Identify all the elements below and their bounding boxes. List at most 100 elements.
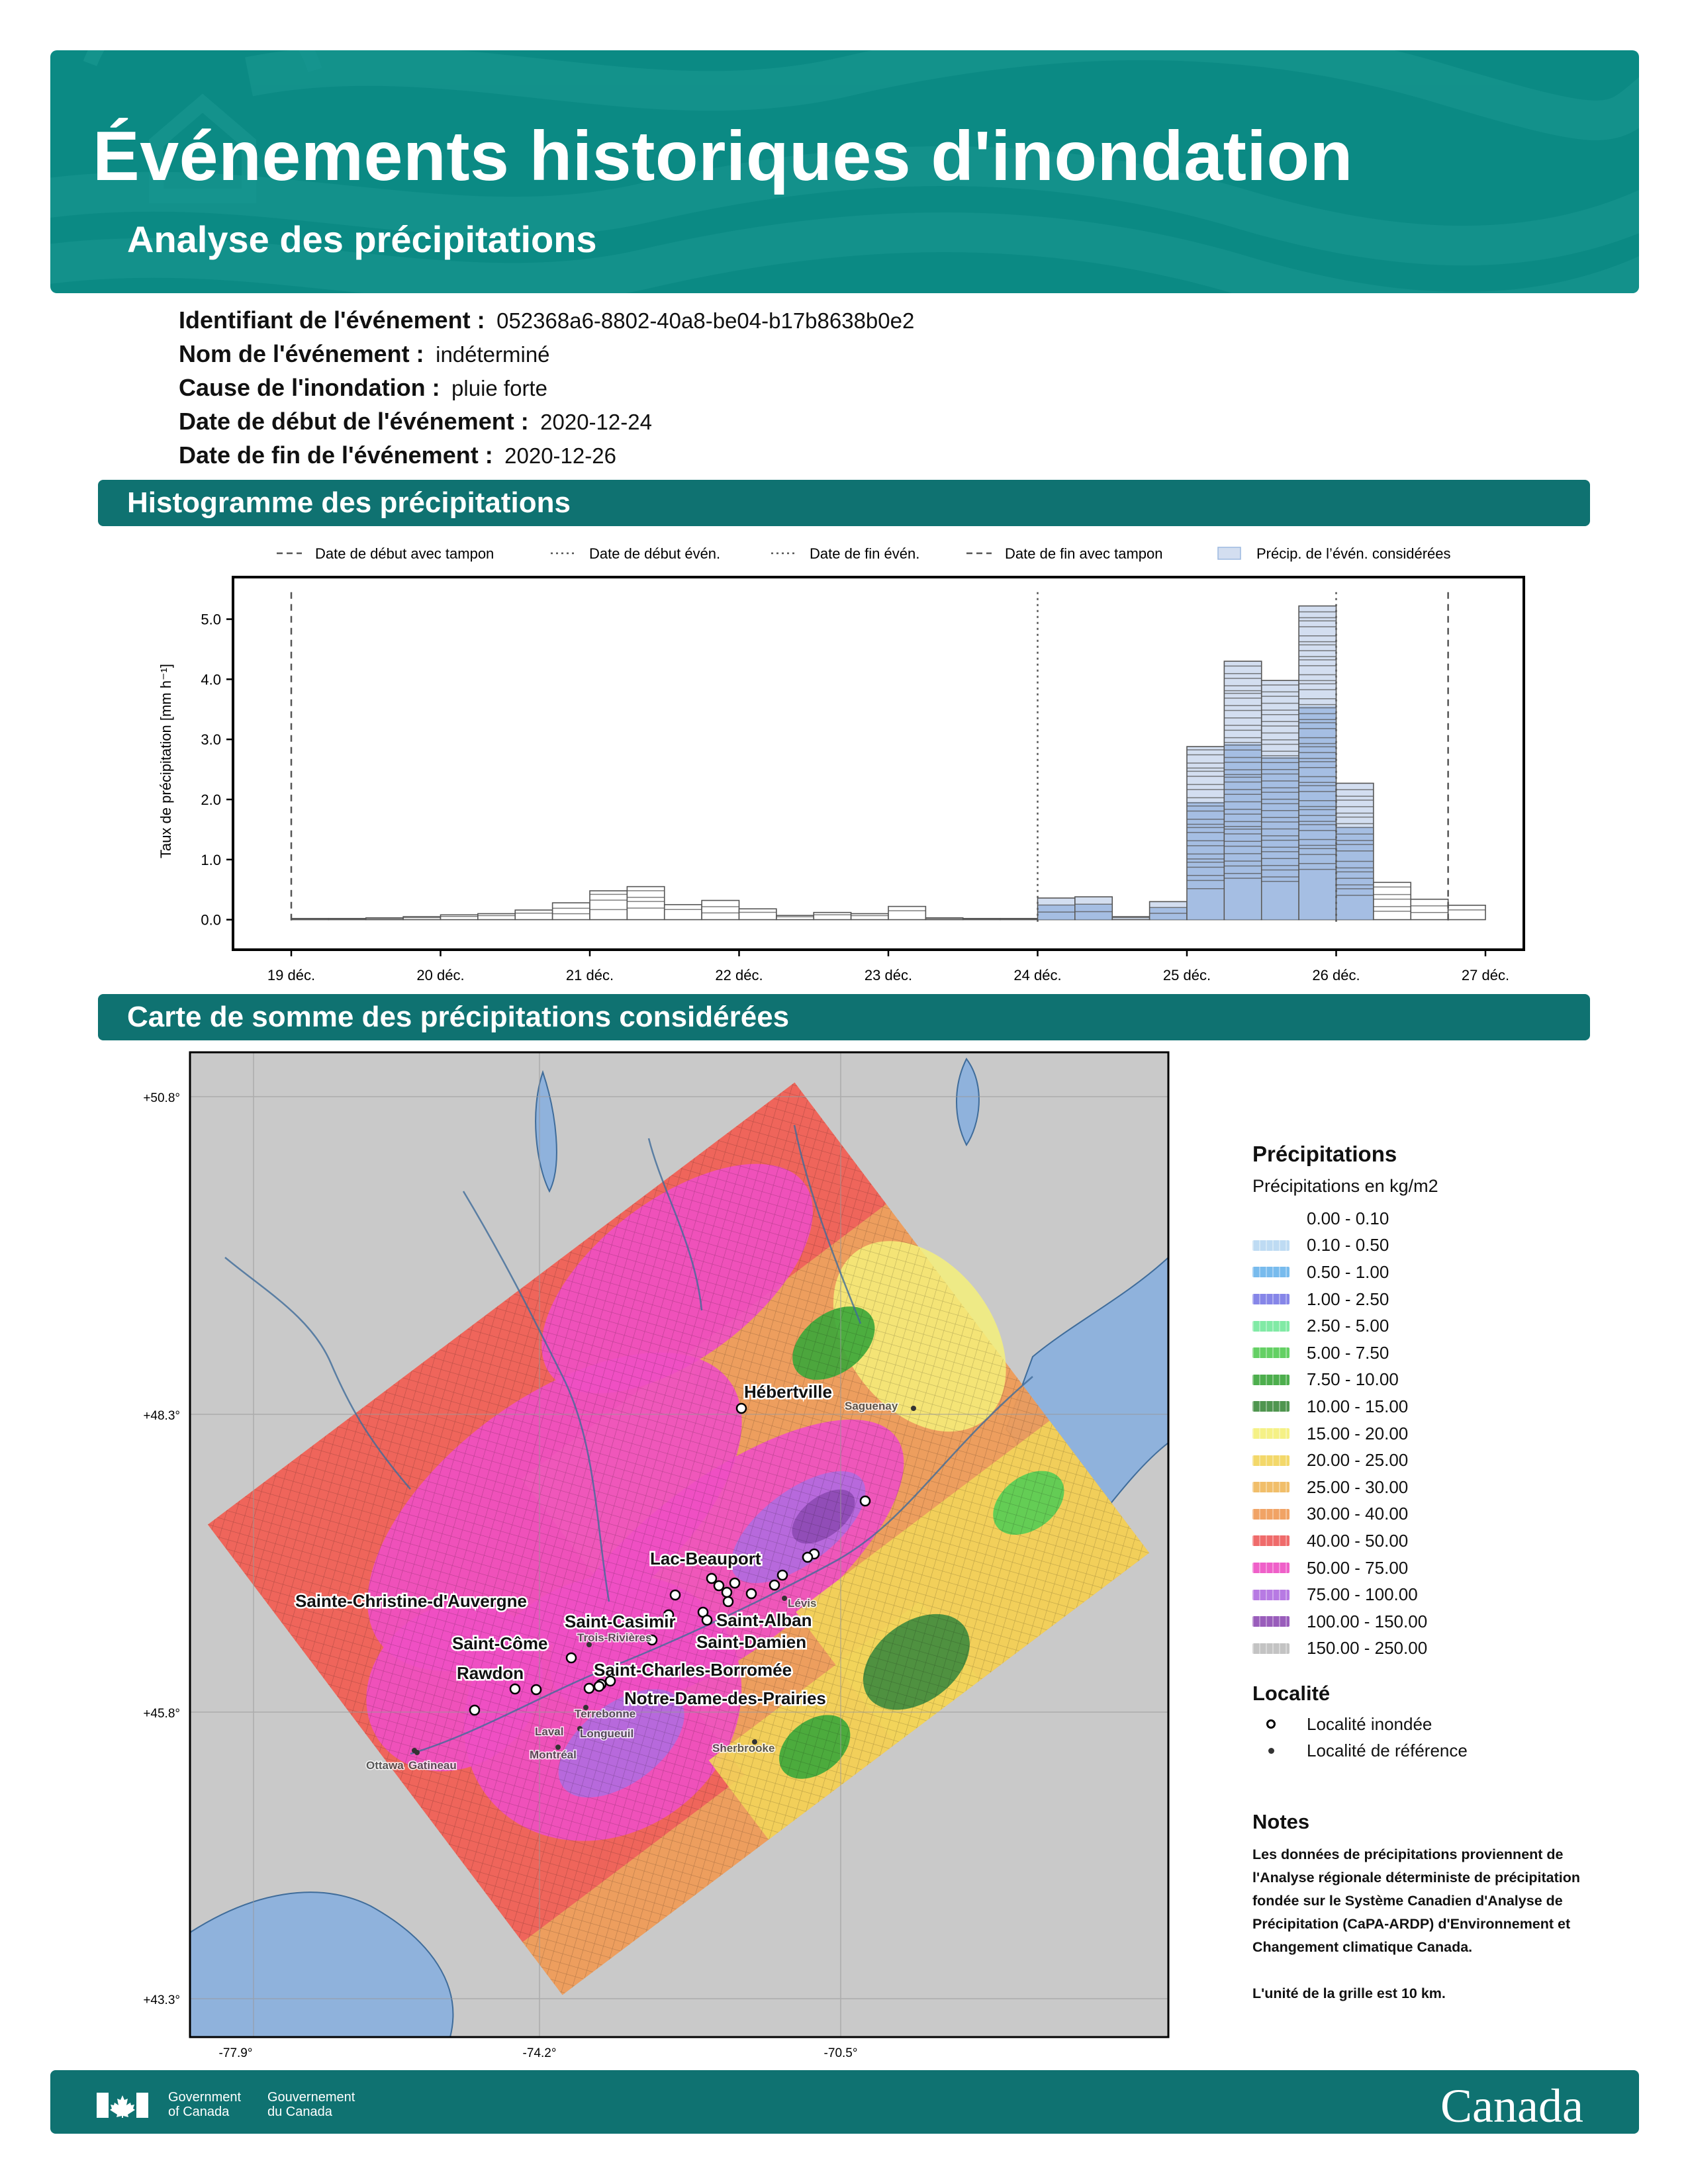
- legend-class: 2.50 - 5.00: [1252, 1312, 1623, 1340]
- legend-class: 10.00 - 15.00: [1252, 1393, 1623, 1420]
- latitude-label: +45.8°: [143, 1707, 180, 1721]
- svg-text:Terrebonne: Terrebonne: [575, 1707, 635, 1720]
- flooded-locality-marker: [769, 1579, 780, 1591]
- legend-class-label: 1.00 - 2.50: [1307, 1289, 1389, 1309]
- longitude-label: -70.5°: [824, 2046, 858, 2060]
- flooded-locality: Notre-Dame-des-Prairies: [593, 1680, 827, 1710]
- legend-swatch: [1252, 1616, 1289, 1627]
- map-frame: [189, 1051, 1170, 2038]
- flooded-locality-marker: [859, 1495, 871, 1507]
- legend-class-label: 20.00 - 25.00: [1307, 1450, 1409, 1471]
- legend-class-label: 25.00 - 30.00: [1307, 1477, 1409, 1497]
- svg-text:Sainte-Christine-d'Auvergne: Sainte-Christine-d'Auvergne: [295, 1591, 527, 1611]
- reference-locality: Laval: [534, 1725, 565, 1739]
- event-name-label: Nom de l'événement :: [179, 340, 424, 367]
- flooded-locality-marker: [701, 1614, 713, 1626]
- svg-text:Laval: Laval: [535, 1725, 563, 1738]
- svg-text:Saint-Côme: Saint-Côme: [452, 1633, 547, 1653]
- legend-class: 40.00 - 50.00: [1252, 1527, 1623, 1555]
- flooded-locality-marker: [583, 1682, 595, 1694]
- end-date-label: Date de fin de l'événement :: [179, 441, 493, 469]
- reference-locality: Trois-Rivières: [577, 1631, 653, 1647]
- legend-class-label: 7.50 - 10.00: [1307, 1369, 1399, 1390]
- legend-class: 50.00 - 75.00: [1252, 1555, 1623, 1582]
- locality-legend-title: Localité: [1252, 1682, 1331, 1706]
- legend-swatch: [1252, 1535, 1289, 1547]
- canada-flag-icon: [97, 2093, 148, 2118]
- svg-text:Trois-Rivières: Trois-Rivières: [577, 1631, 651, 1644]
- x-tick-label: 27 déc.: [1462, 967, 1509, 983]
- legend-class: 100.00 - 150.00: [1252, 1608, 1623, 1635]
- event-id-label: Identifiant de l'événement :: [179, 306, 485, 334]
- legend-swatch: [1252, 1508, 1289, 1520]
- flooded-locality-marker: [604, 1675, 616, 1687]
- legend-swatch: [1252, 1643, 1289, 1654]
- histogram-legend-item: Précip. de l’évén. considérées: [1217, 545, 1451, 562]
- longitude-label: -74.2°: [523, 2046, 557, 2060]
- legend-class-label: 5.00 - 7.50: [1307, 1342, 1389, 1363]
- header-wave-decoration: [50, 50, 1639, 293]
- svg-text:Saint-Alban: Saint-Alban: [716, 1610, 812, 1630]
- histogram-bar: [1335, 782, 1374, 921]
- legend-class-label: 30.00 - 40.00: [1307, 1504, 1409, 1524]
- legend-title: Précipitations: [1252, 1142, 1397, 1166]
- legend-class-label: 10.00 - 15.00: [1307, 1396, 1409, 1416]
- reference-locality-label: Localité de référence: [1307, 1740, 1468, 1760]
- legend-class-label: 0.10 - 0.50: [1307, 1235, 1389, 1255]
- flood-cause-value: pluie forte: [451, 376, 547, 400]
- grid-unit-note: L'unité de la grille est 10 km.: [1252, 1985, 1446, 2002]
- legend-swatch: [1252, 1563, 1289, 1574]
- reference-locality: Gatineau: [408, 1750, 457, 1773]
- flooded-locality-marker: [745, 1588, 757, 1600]
- legend-swatch: [1252, 1267, 1289, 1278]
- government-of-canada-en: Government of Canada: [168, 2090, 242, 2119]
- svg-text:Montréal: Montréal: [530, 1749, 577, 1761]
- flooded-locality: Saint-Damien: [695, 1596, 808, 1654]
- header-banner: Événements historiques d'inondation Anal…: [50, 50, 1639, 293]
- legend-class: 7.50 - 10.00: [1252, 1367, 1623, 1394]
- precipitation-map: +50.8° +48.3° +45.8° +43.3° -77.9° -74.2° -70.…: [143, 1051, 1170, 2060]
- page-title: Événements historiques d'inondation: [93, 117, 1353, 195]
- legend-class: 0.00 - 0.10: [1252, 1205, 1623, 1232]
- flooded-locality-marker: [776, 1569, 788, 1581]
- legend-class-label: 150.00 - 250.00: [1307, 1638, 1428, 1659]
- legend-swatch: [1252, 1428, 1289, 1439]
- start-date-row: Date de début de l'événement : 2020-12-2…: [179, 404, 1436, 438]
- flooded-locality: Saint-Charles-Borromée: [592, 1659, 794, 1690]
- page-subtitle: Analyse des précipitations: [127, 218, 597, 260]
- flood-cause-label: Cause de l'inondation :: [179, 374, 440, 401]
- legend-swatch: [1252, 1374, 1289, 1385]
- svg-text:Sherbrooke: Sherbrooke: [712, 1742, 774, 1754]
- start-date-label: Date de début de l'événement :: [179, 408, 529, 435]
- reference-locality: Sherbrooke: [712, 1739, 776, 1756]
- legend-class: 75.00 - 100.00: [1252, 1581, 1623, 1608]
- latitude-label: +48.3°: [143, 1409, 180, 1423]
- legend-class-label: 75.00 - 100.00: [1307, 1584, 1418, 1605]
- histogram-bar: [1298, 605, 1337, 921]
- map-rivers: [224, 1124, 1033, 1755]
- svg-text:Longueuil: Longueuil: [580, 1727, 633, 1740]
- legend-class-label: 40.00 - 50.00: [1307, 1530, 1409, 1551]
- reference-locality: Ottawa: [365, 1748, 417, 1773]
- legend-class: 5.00 - 7.50: [1252, 1340, 1623, 1367]
- legend-swatch: [1252, 1455, 1289, 1466]
- svg-text:Saint-Casimir: Saint-Casimir: [565, 1612, 676, 1631]
- svg-text:Saint-Damien: Saint-Damien: [696, 1632, 806, 1652]
- svg-text:Saguenay: Saguenay: [845, 1400, 898, 1412]
- event-name-row: Nom de l'événement : indéterminé: [179, 337, 1436, 371]
- notes-title: Notes: [1252, 1810, 1310, 1834]
- legend-swatch: [1252, 1482, 1289, 1493]
- svg-text:Hébertville: Hébertville: [744, 1382, 832, 1402]
- reference-locality-legend-item: Localité de référence: [1252, 1737, 1623, 1764]
- legend-swatch: [1252, 1401, 1289, 1412]
- histogram-bar: [1373, 882, 1412, 921]
- svg-text:Ottawa: Ottawa: [366, 1759, 404, 1772]
- flood-cause-row: Cause de l'inondation : pluie forte: [179, 371, 1436, 404]
- event-id-row: Identifiant de l'événement : 052368a6-88…: [179, 303, 1436, 337]
- svg-text:Gatineau: Gatineau: [408, 1759, 457, 1772]
- reference-locality: Longueuil: [577, 1726, 635, 1741]
- legend-subtitle: Précipitations en kg/m2: [1252, 1176, 1438, 1196]
- svg-text:Lac-Beauport: Lac-Beauport: [650, 1549, 761, 1569]
- svg-text:Saint-Charles-Borromée: Saint-Charles-Borromée: [594, 1660, 792, 1680]
- legend-class: 30.00 - 40.00: [1252, 1501, 1623, 1528]
